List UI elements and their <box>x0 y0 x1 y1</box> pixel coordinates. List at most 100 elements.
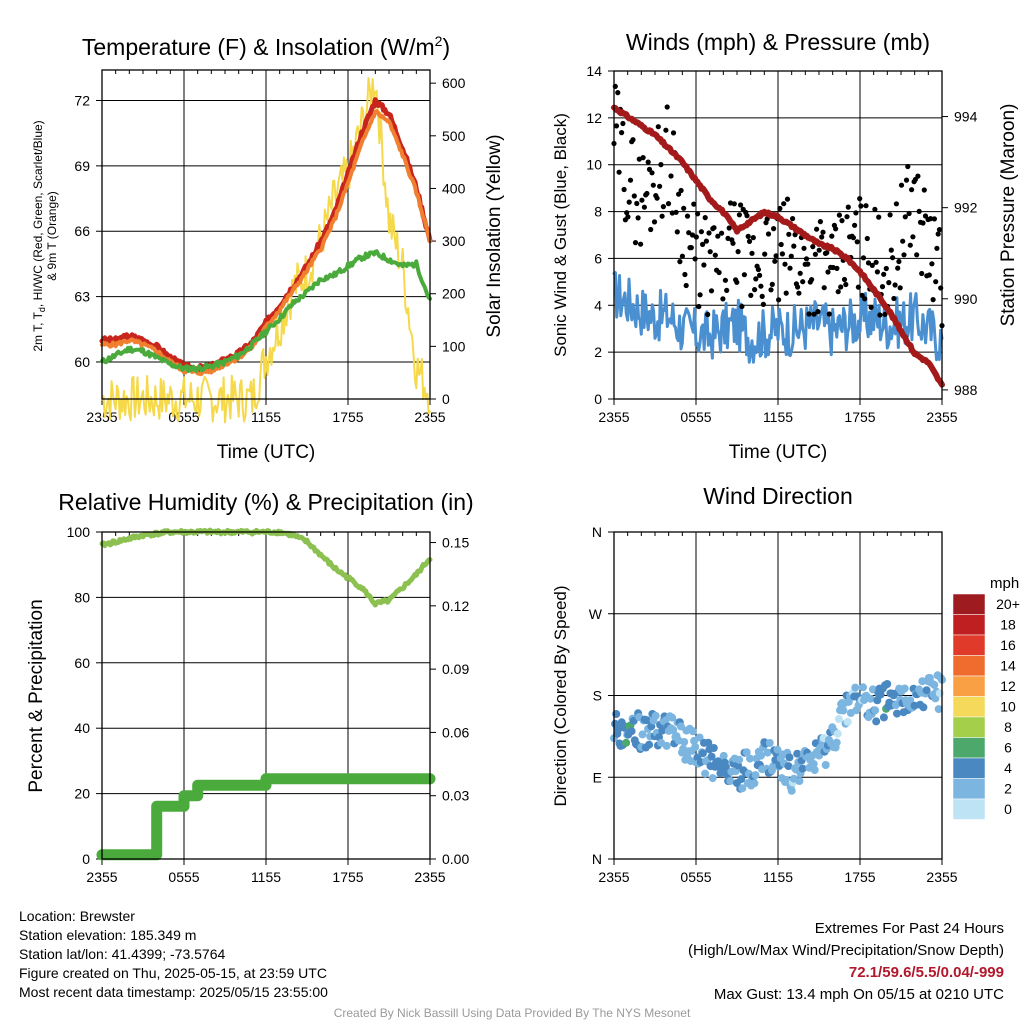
temperature-title-main: Temperature (F) & Insolation (W/m <box>82 34 435 60</box>
temperature-xtick-label: 2355 <box>86 409 117 425</box>
gust-point <box>645 159 651 165</box>
gust-point <box>715 233 721 239</box>
temperature-ylabel-sub: d <box>37 307 47 312</box>
humidity-ytick-label: 100 <box>67 524 91 540</box>
winds-xtick-label: 1155 <box>763 409 793 425</box>
gust-point <box>758 283 764 289</box>
winds-xtick-label: 0555 <box>680 409 711 425</box>
temperature-ytick-label: 72 <box>74 93 90 109</box>
gust-point <box>615 90 621 96</box>
direction-point <box>834 715 843 723</box>
temperature-ylabel-left: 2m T, Td, HI/WC (Red, Green, Scarlet/Blu… <box>31 120 47 351</box>
direction-point <box>934 705 943 714</box>
temperature-y2tick-label: 600 <box>442 75 466 91</box>
gust-point <box>896 258 902 265</box>
legend-swatch <box>952 778 986 800</box>
gust-point <box>872 206 878 212</box>
gust-point <box>858 203 864 209</box>
winds-plot-area: 2355 0555 1155 1755 2355 0 2 4 6 8 10 12 14 988 990 992… <box>586 63 977 425</box>
gust-point <box>815 309 821 315</box>
gust-point <box>695 211 701 217</box>
direction-point <box>680 738 689 746</box>
direction-point <box>662 741 671 750</box>
insolation-line <box>101 77 431 424</box>
winds-ytick-label: 10 <box>586 157 602 173</box>
direction-point <box>676 722 685 731</box>
gust-point <box>843 281 849 288</box>
gust-point <box>665 201 672 207</box>
direction-point <box>651 711 660 720</box>
gust-point <box>651 219 658 225</box>
direction-point <box>704 738 713 747</box>
temperature-y2tick-label: 200 <box>442 286 466 302</box>
temperature-title-sup: 2 <box>435 33 443 49</box>
gust-point <box>839 218 845 224</box>
gust-point <box>634 200 640 207</box>
direction-xtick-label: 2355 <box>926 869 957 885</box>
gust-point <box>783 290 789 296</box>
gust-point <box>852 222 858 228</box>
gust-point <box>907 242 913 248</box>
gust-point <box>678 187 684 194</box>
gust-point <box>759 293 765 299</box>
gust-point <box>784 196 791 202</box>
direction-point <box>922 686 931 695</box>
direction-panel: Wind Direction 2355 0555 1155 1755 2355 N E S W N… <box>551 483 1020 885</box>
extremes-heading: Extremes For Past 24 Hours <box>814 920 1004 937</box>
temperature-y2tick-label: 100 <box>442 338 466 354</box>
gust-point <box>739 303 745 310</box>
winds-xtick-label: 1755 <box>844 409 875 425</box>
gust-point <box>868 304 874 310</box>
gust-point <box>726 225 732 231</box>
gust-point <box>926 272 932 278</box>
winds-y2tick-label: 990 <box>954 291 978 307</box>
gust-point <box>630 137 636 143</box>
gust-point <box>781 201 787 207</box>
gust-point <box>800 279 806 285</box>
gust-point <box>679 253 686 259</box>
legend-swatch <box>952 696 986 718</box>
direction-point <box>691 743 700 751</box>
direction-point <box>719 751 728 760</box>
direction-point <box>832 738 841 747</box>
gust-point <box>787 265 793 271</box>
gust-point <box>838 284 844 290</box>
gust-point <box>734 279 740 285</box>
direction-point <box>721 762 730 771</box>
gust-point <box>811 311 817 317</box>
gust-point <box>874 269 881 275</box>
temperature-ylabel-right: Solar Insolation (Yellow) <box>484 134 505 337</box>
gust-point <box>791 243 797 249</box>
direction-point <box>866 694 875 703</box>
gust-point <box>703 238 710 244</box>
gust-point <box>707 249 713 255</box>
winds-ylabel-left: Sonic Wind & Gust (Blue, Black) <box>551 113 570 357</box>
gust-point <box>936 227 943 233</box>
direction-ytick-label: N <box>592 524 602 540</box>
gust-point <box>771 226 777 232</box>
gust-point <box>684 213 691 219</box>
gust-point <box>696 303 702 310</box>
direction-ylabel-left: Direction (Colored By Speed) <box>551 585 570 806</box>
gust-point <box>825 269 831 275</box>
gust-point <box>659 213 665 219</box>
gust-point <box>753 276 759 282</box>
gust-point <box>682 271 688 278</box>
direction-point <box>750 779 759 788</box>
direction-point <box>893 709 901 718</box>
direction-point <box>851 683 860 692</box>
legend-label: 14 <box>1000 658 1016 674</box>
gust-point <box>795 284 801 290</box>
gust-point <box>654 195 660 201</box>
gust-point <box>824 250 830 256</box>
direction-point <box>773 745 782 754</box>
gust-point <box>716 269 722 276</box>
gust-point <box>655 124 661 130</box>
direction-ytick-label: W <box>589 606 603 622</box>
gust-point <box>779 251 786 257</box>
direction-point <box>798 764 807 773</box>
gust-point <box>857 196 863 202</box>
legend-swatch <box>952 675 986 697</box>
gust-point <box>935 231 941 237</box>
direction-ytick-label: N <box>592 851 602 867</box>
